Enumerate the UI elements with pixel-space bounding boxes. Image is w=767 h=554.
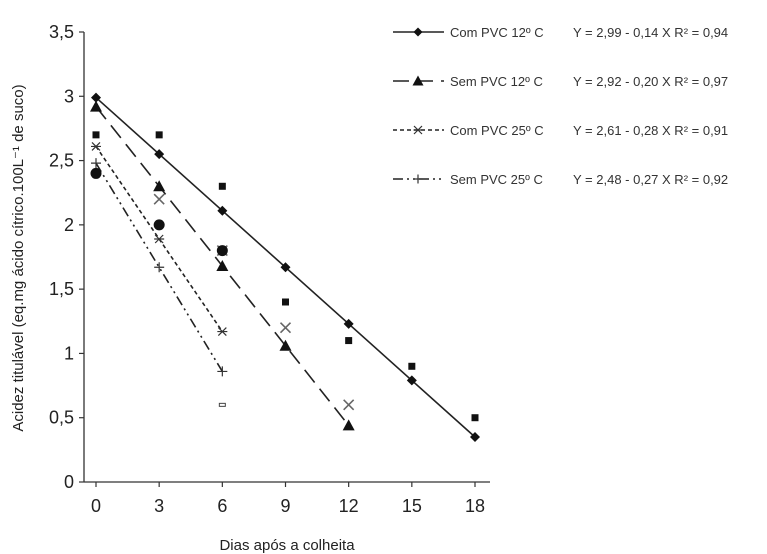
observed-point-1 <box>345 337 353 345</box>
fitted-point-1 <box>91 92 101 103</box>
y-ticks: 0 0,5 1 1,5 2 2,5 3 3,5 <box>49 22 84 492</box>
observed-point-3 <box>90 167 102 179</box>
y-tick-label: 3,5 <box>49 22 74 42</box>
x-axis-title: Dias após a colheita <box>219 537 355 554</box>
y-tick-label: 0 <box>64 472 74 492</box>
fitted-point-4 <box>217 366 228 377</box>
fitted-point-2 <box>279 339 292 351</box>
y-axis-title: Acidez titulável (eq.mg ácido cítrico.10… <box>10 84 27 431</box>
fitted-point-1 <box>470 432 480 442</box>
fitted-point-1 <box>154 149 165 160</box>
legend-swatch-marker <box>413 27 423 37</box>
observed-point-1 <box>92 131 100 139</box>
fitted-point-2 <box>90 100 102 112</box>
fitted-point-3 <box>217 327 228 336</box>
legend-label: Sem PVC 12º C <box>450 74 543 89</box>
y-tick-label: 0,5 <box>49 408 74 428</box>
legend-entry-3: Com PVC 25º C Y = 2,61 - 0,28 X R² = 0,91 <box>393 123 728 138</box>
legend-label: Com PVC 25º C <box>450 123 544 138</box>
observed-point-3 <box>153 219 165 231</box>
observed-point-1 <box>218 182 226 190</box>
fitted-points <box>90 92 480 442</box>
y-tick-label: 1 <box>64 343 74 363</box>
fitted-point-2 <box>216 260 229 271</box>
legend-label: Com PVC 12º C <box>450 25 544 40</box>
observed-point-1 <box>282 298 289 306</box>
legend-equation: Y = 2,99 - 0,14 X R² = 0,94 <box>573 25 728 40</box>
x-tick-label: 18 <box>465 496 485 516</box>
fitted-point-4 <box>91 158 101 169</box>
x-ticks: 0 3 6 9 12 15 18 <box>91 482 485 516</box>
fitted-point-3 <box>154 234 165 244</box>
fitted-point-4 <box>154 262 165 273</box>
fitted-point-1 <box>280 262 291 273</box>
legend: Com PVC 12º C Y = 2,99 - 0,14 X R² = 0,94… <box>393 25 728 187</box>
legend-entry-4: Sem PVC 25º C Y = 2,48 - 0,27 X R² = 0,92 <box>393 172 728 187</box>
observed-point-2 <box>153 193 165 205</box>
observed-point-4 <box>218 402 226 407</box>
x-tick-label: 0 <box>91 496 101 516</box>
x-tick-label: 15 <box>402 496 422 516</box>
observed-point-1 <box>408 362 416 370</box>
observed-point-3 <box>216 245 228 257</box>
observed-point-2 <box>279 322 292 334</box>
legend-equation: Y = 2,92 - 0,20 X R² = 0,97 <box>573 74 728 89</box>
fitted-point-3 <box>91 142 101 151</box>
legend-swatch-marker <box>412 75 424 86</box>
y-tick-label: 2 <box>64 215 74 235</box>
fitted-point-1 <box>406 375 417 386</box>
observed-point-1 <box>155 131 163 139</box>
x-tick-label: 3 <box>154 496 164 516</box>
legend-label: Sem PVC 25º C <box>450 172 543 187</box>
x-tick-label: 12 <box>339 496 359 516</box>
legend-entry-2: Sem PVC 12º C Y = 2,92 - 0,20 X R² = 0,97 <box>393 74 728 89</box>
fitted-point-2 <box>153 180 166 192</box>
y-tick-label: 3 <box>64 86 74 106</box>
legend-equation: Y = 2,48 - 0,27 X R² = 0,92 <box>573 172 728 187</box>
observed-point-1 <box>471 414 479 422</box>
y-tick-label: 1,5 <box>49 279 74 299</box>
fitted-point-2 <box>342 419 355 431</box>
trend-line-4 <box>95 162 224 372</box>
x-tick-label: 9 <box>280 496 290 516</box>
y-tick-label: 2,5 <box>49 151 74 171</box>
legend-entry-1: Com PVC 12º C Y = 2,99 - 0,14 X R² = 0,94 <box>393 25 728 40</box>
fitted-point-1 <box>217 205 228 216</box>
observed-point-2 <box>343 399 355 411</box>
legend-swatch-marker <box>413 125 423 135</box>
legend-swatch-marker <box>413 174 423 184</box>
fitted-point-1 <box>343 318 354 329</box>
observed-points <box>90 131 479 422</box>
axes <box>83 32 490 483</box>
x-tick-label: 6 <box>217 496 227 516</box>
legend-equation: Y = 2,61 - 0,28 X R² = 0,91 <box>573 123 728 138</box>
